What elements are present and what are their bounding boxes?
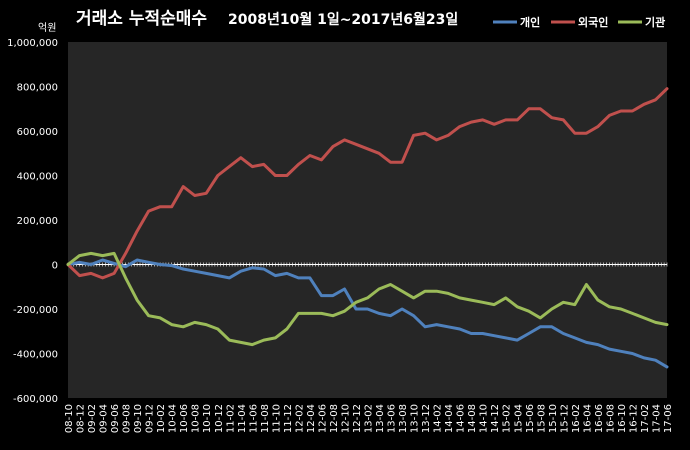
x-tick-label: 11-10 bbox=[271, 404, 282, 433]
x-tick-label: 13-06 bbox=[387, 404, 398, 433]
x-tick-label: 13-12 bbox=[421, 404, 432, 433]
x-axis-ticks: 08-10 08-12 09-02 09-04 09-06 09-08 09-10 09-12… bbox=[64, 404, 674, 433]
y-tick-label: -400,000 bbox=[13, 350, 58, 361]
x-tick-label: 14-10 bbox=[479, 404, 490, 433]
y-tick-label: 600,000 bbox=[17, 127, 58, 138]
y-tick-label: 200,000 bbox=[17, 216, 58, 227]
series-line-individual bbox=[66, 258, 669, 369]
chart-subtitle: 2008년10월 1일~2017년6월23일 bbox=[228, 11, 458, 28]
x-tick-label: 17-06 bbox=[663, 404, 674, 433]
x-tick-label: 10-10 bbox=[202, 404, 213, 433]
legend-label-institution: 기관 bbox=[645, 15, 665, 29]
legend: 개인 외국인 기관 bbox=[493, 15, 665, 29]
series-lines bbox=[66, 87, 669, 369]
x-tick-label: 14-06 bbox=[456, 404, 467, 433]
x-tick-label: 14-12 bbox=[490, 404, 501, 433]
x-tick-label: 14-02 bbox=[433, 404, 444, 433]
series-line-institution bbox=[66, 251, 669, 347]
y-tick-label: 0 bbox=[52, 261, 58, 272]
x-tick-label: 15-04 bbox=[513, 404, 524, 433]
x-tick-label: 10-06 bbox=[179, 404, 190, 433]
y-axis-label: 억원 bbox=[38, 22, 56, 34]
x-tick-label: 17-04 bbox=[651, 404, 662, 433]
x-tick-label: 11-06 bbox=[248, 404, 259, 433]
x-tick-label: 12-10 bbox=[340, 404, 351, 433]
x-tick-label: 08-10 bbox=[64, 404, 75, 433]
x-tick-label: 11-02 bbox=[225, 404, 236, 433]
y-tick-label: -200,000 bbox=[13, 305, 58, 316]
x-tick-label: 12-08 bbox=[329, 404, 340, 433]
chart-title: 거래소 누적순매수 bbox=[76, 9, 207, 29]
x-tick-label: 15-02 bbox=[502, 404, 513, 433]
x-tick-label: 15-06 bbox=[525, 404, 536, 433]
x-tick-label: 09-08 bbox=[122, 404, 133, 433]
x-tick-label: 09-06 bbox=[110, 404, 121, 433]
x-tick-label: 13-04 bbox=[375, 404, 386, 433]
x-tick-label: 13-10 bbox=[410, 404, 421, 433]
x-tick-label: 14-08 bbox=[467, 404, 478, 433]
x-tick-label: 12-02 bbox=[294, 404, 305, 433]
x-tick-label: 13-02 bbox=[364, 404, 375, 433]
x-tick-label: 16-08 bbox=[605, 404, 616, 433]
y-axis-ticks: 1,000,000 800,000 600,000 400,000 200,000 0 -2… bbox=[7, 38, 58, 405]
x-tick-label: 08-12 bbox=[76, 404, 87, 433]
legend-label-foreign: 외국인 bbox=[578, 15, 608, 29]
x-tick-label: 15-08 bbox=[536, 404, 547, 433]
x-tick-label: 09-10 bbox=[133, 404, 144, 433]
x-tick-label: 16-04 bbox=[582, 404, 593, 433]
x-tick-label: 14-04 bbox=[444, 404, 455, 433]
y-tick-label: 800,000 bbox=[17, 83, 58, 94]
x-tick-label: 10-12 bbox=[214, 404, 225, 433]
x-tick-label: 10-02 bbox=[156, 404, 167, 433]
x-tick-label: 15-10 bbox=[548, 404, 559, 433]
series-line-foreign bbox=[66, 87, 669, 280]
legend-label-individual: 개인 bbox=[520, 15, 540, 29]
x-tick-label: 11-08 bbox=[260, 404, 271, 433]
x-tick-label: 16-10 bbox=[617, 404, 628, 433]
x-tick-label: 13-08 bbox=[398, 404, 409, 433]
x-tick-label: 11-12 bbox=[283, 404, 294, 433]
x-tick-label: 12-06 bbox=[317, 404, 328, 433]
x-tick-label: 16-06 bbox=[594, 404, 605, 433]
x-tick-label: 16-02 bbox=[571, 404, 582, 433]
x-tick-label: 10-04 bbox=[168, 404, 179, 433]
x-tick-label: 10-08 bbox=[191, 404, 202, 433]
x-tick-label: 15-12 bbox=[559, 404, 570, 433]
x-tick-label: 12-12 bbox=[352, 404, 363, 433]
x-tick-label: 16-12 bbox=[628, 404, 639, 433]
x-tick-label: 17-02 bbox=[640, 404, 651, 433]
y-tick-label: 400,000 bbox=[17, 172, 58, 183]
x-tick-label: 09-02 bbox=[87, 404, 98, 433]
x-tick-label: 09-12 bbox=[145, 404, 156, 433]
y-tick-label: 1,000,000 bbox=[7, 38, 58, 49]
plot-area bbox=[68, 42, 667, 398]
x-tick-label: 12-04 bbox=[306, 404, 317, 433]
x-tick-label: 11-04 bbox=[237, 404, 248, 433]
x-tick-label: 09-04 bbox=[99, 404, 110, 433]
y-tick-label: -600,000 bbox=[13, 394, 58, 405]
